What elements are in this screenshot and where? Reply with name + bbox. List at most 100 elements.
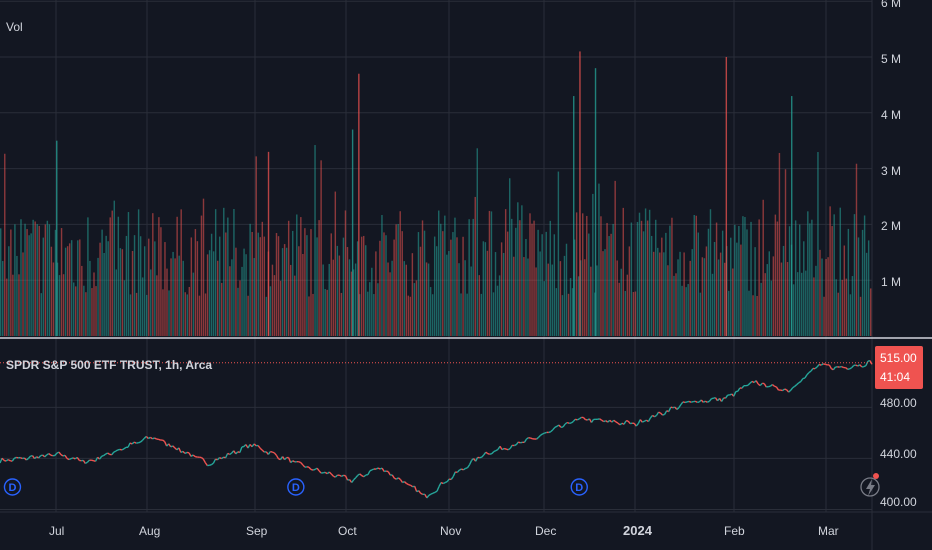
- volume-bar: [717, 259, 720, 336]
- volume-bar: [109, 217, 111, 336]
- price-segment: [420, 492, 424, 495]
- volume-bar: [101, 229, 103, 336]
- volume-spike-bar: [791, 96, 793, 336]
- volume-bar: [699, 292, 702, 336]
- volume-bar: [709, 209, 712, 336]
- volume-bar: [64, 247, 67, 336]
- volume-bar: [356, 241, 359, 336]
- volume-bar: [521, 205, 523, 336]
- volume-bar: [369, 282, 371, 336]
- price-segment: [56, 451, 60, 454]
- price-segment: [707, 400, 710, 403]
- price-segment: [377, 467, 381, 470]
- volume-bar: [367, 291, 369, 336]
- price-segment: [202, 458, 206, 463]
- volume-bar: [385, 235, 387, 336]
- price-segment: [688, 400, 692, 403]
- price-segment: [542, 432, 546, 435]
- volume-bar: [545, 231, 547, 336]
- volume-spike-bar: [267, 151, 270, 336]
- volume-bar: [440, 223, 442, 336]
- price-segment: [20, 456, 23, 460]
- time-axis[interactable]: Jul Aug Sep Oct Nov Dec 2024 Feb Mar: [49, 523, 839, 538]
- price-segment: [495, 448, 499, 452]
- price-segment: [209, 464, 212, 466]
- volume-bar: [389, 272, 391, 336]
- volume-bar: [375, 251, 377, 336]
- volume-bar: [784, 169, 787, 336]
- volume-bar: [782, 245, 785, 336]
- volume-bar: [417, 232, 420, 336]
- volume-bar: [740, 244, 742, 336]
- price-segment: [58, 451, 62, 456]
- volume-bar: [553, 234, 556, 336]
- volume-bar: [273, 275, 276, 336]
- volume-bar: [610, 233, 612, 336]
- volume-bar: [766, 264, 768, 336]
- price-segment: [267, 451, 271, 455]
- price-segment: [190, 454, 194, 457]
- price-segment: [442, 481, 446, 485]
- volume-scale[interactable]: 6 M 5 M 4 M 3 M 2 M 1 M: [881, 0, 901, 289]
- price-segment: [235, 451, 239, 455]
- volume-label: Vol: [6, 20, 23, 34]
- volume-bar: [466, 293, 468, 336]
- price-segment: [603, 420, 607, 423]
- volume-bar: [121, 249, 124, 336]
- volume-bar: [312, 293, 314, 336]
- volume-bar: [436, 246, 438, 336]
- volume-bar: [123, 280, 126, 336]
- volume-bar: [70, 240, 73, 336]
- volume-bar: [196, 241, 199, 336]
- price-segment: [562, 423, 566, 428]
- price-segment: [466, 464, 471, 469]
- volume-bar: [496, 285, 499, 336]
- price-segment: [463, 467, 466, 471]
- volume-bar: [247, 295, 249, 336]
- volume-bar: [612, 223, 614, 336]
- time-label: Aug: [139, 524, 160, 538]
- price-segment: [150, 436, 153, 440]
- volume-bar: [20, 219, 22, 336]
- volume-bar: [577, 276, 580, 336]
- price-segment: [408, 483, 411, 486]
- symbol-legend[interactable]: SPDR S&P 500 ETF TRUST, 1h, Arca: [6, 358, 212, 372]
- price-segment: [224, 453, 229, 459]
- volume-bar: [869, 288, 872, 336]
- volume-bar: [857, 237, 860, 336]
- volume-bar: [219, 236, 221, 336]
- volume-bar: [573, 239, 576, 336]
- volume-bar: [569, 278, 572, 336]
- price-segment: [105, 452, 109, 455]
- volume-spike-bar: [573, 96, 575, 336]
- time-label: Feb: [724, 524, 745, 538]
- volume-bar: [734, 224, 736, 336]
- price-segment: [361, 475, 365, 478]
- price-segment: [5, 459, 9, 462]
- volume-bar: [774, 214, 777, 336]
- price-segment: [564, 421, 568, 425]
- price-segment: [70, 457, 74, 460]
- volume-bar: [537, 229, 539, 336]
- volume-bar: [421, 220, 424, 336]
- price-segment: [210, 462, 214, 466]
- volume-bar: [401, 231, 403, 336]
- volume-bar: [419, 246, 422, 336]
- volume-bar: [279, 280, 282, 336]
- price-segment: [93, 459, 96, 462]
- lightning-icon[interactable]: [860, 473, 880, 497]
- volume-bar: [111, 210, 113, 336]
- price-segment: [702, 400, 706, 403]
- price-segment: [619, 422, 623, 426]
- volume-bar: [636, 221, 639, 336]
- price-scale[interactable]: 480.00 440.00 400.00: [880, 396, 917, 509]
- volume-bar: [245, 254, 247, 336]
- price-segment: [381, 467, 385, 472]
- volume-bar: [602, 251, 604, 336]
- price-segment: [168, 443, 172, 448]
- last-price-tag[interactable]: 515.00 41:04: [875, 346, 923, 389]
- volume-bar: [381, 215, 383, 336]
- volume-bar: [642, 231, 645, 336]
- price-segment: [615, 421, 619, 424]
